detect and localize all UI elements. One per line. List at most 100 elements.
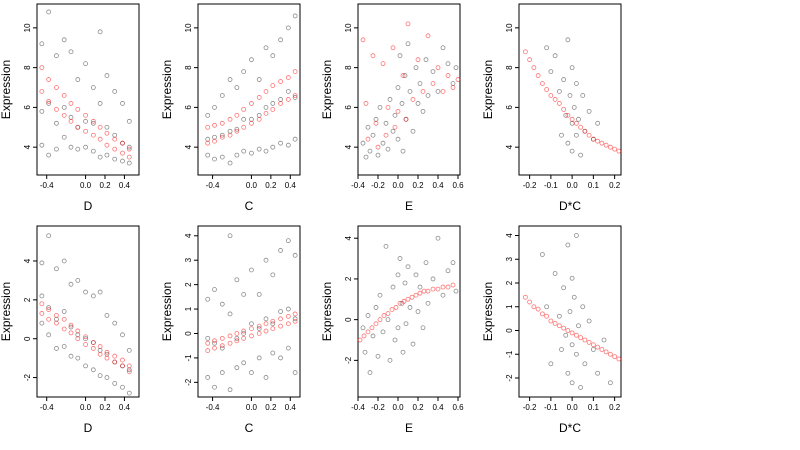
black-data-point <box>571 104 577 110</box>
black-data-point <box>61 309 67 314</box>
black-data-point <box>126 144 132 150</box>
black-data-point <box>270 272 276 278</box>
black-data-point <box>405 41 411 47</box>
red-data-point <box>90 132 96 138</box>
black-data-point <box>556 313 562 319</box>
black-data-point <box>219 370 225 375</box>
black-data-point <box>390 128 396 134</box>
red-data-point <box>590 342 596 348</box>
x-axis-title: D <box>84 199 93 213</box>
red-data-point <box>607 144 613 150</box>
black-data-point <box>365 313 371 318</box>
red-data-point <box>552 320 558 326</box>
red-data-point <box>616 148 622 154</box>
black-data-point <box>234 365 240 371</box>
black-data-point <box>578 385 584 390</box>
black-data-point <box>373 116 379 122</box>
black-data-point <box>212 104 217 110</box>
red-data-point <box>565 112 571 118</box>
black-data-point <box>75 332 81 338</box>
black-data-point <box>249 150 254 156</box>
black-data-point <box>430 69 436 75</box>
y-tick-label: -1 <box>184 354 193 362</box>
black-data-point <box>590 347 596 352</box>
plot-frame <box>518 225 622 398</box>
x-axis-title: C <box>245 421 254 435</box>
black-data-point <box>39 142 45 148</box>
black-data-point <box>263 375 269 380</box>
black-data-point <box>120 332 125 338</box>
black-data-point <box>573 233 579 238</box>
black-data-point <box>61 134 67 140</box>
black-data-point <box>400 349 406 355</box>
black-data-point <box>285 25 291 31</box>
black-data-point <box>97 373 103 379</box>
black-data-point <box>569 65 575 71</box>
y-tick-label: 8 <box>505 65 514 70</box>
red-data-point <box>270 318 276 324</box>
red-data-point <box>586 339 592 345</box>
red-data-point <box>578 335 584 341</box>
black-data-point <box>227 233 233 239</box>
red-data-point <box>39 65 45 71</box>
red-data-point <box>417 290 423 296</box>
red-data-point <box>292 311 298 317</box>
plot-frame <box>36 225 140 398</box>
x-axis-title: C <box>245 199 254 213</box>
black-data-point <box>83 118 88 124</box>
black-data-point <box>234 277 240 283</box>
black-data-point <box>75 77 81 82</box>
black-data-point <box>249 370 254 375</box>
y-axis-title: Expression <box>0 282 13 341</box>
red-data-point <box>578 124 584 130</box>
red-data-point <box>561 106 567 112</box>
black-data-point <box>395 272 401 278</box>
black-data-point <box>46 332 52 338</box>
black-data-point <box>399 101 405 106</box>
y-tick-label: 6 <box>184 105 193 110</box>
black-data-point <box>367 370 373 375</box>
red-data-point <box>112 146 118 152</box>
red-data-point <box>607 351 613 357</box>
black-data-point <box>278 140 283 146</box>
black-data-point <box>595 120 601 126</box>
black-data-point <box>83 289 88 295</box>
chart-panel-6: -0.4 0.0 0.2 0.4 -2 -1 0 1 2 3 4 C Expression <box>160 225 301 435</box>
black-data-point <box>126 347 132 353</box>
red-data-point <box>90 346 96 351</box>
black-data-point <box>413 65 419 71</box>
black-data-point <box>120 158 125 164</box>
x-tick-label: 0.2 <box>412 403 424 412</box>
black-data-point <box>285 238 291 244</box>
black-data-point <box>395 136 401 142</box>
red-data-point <box>430 81 436 86</box>
red-data-point <box>603 142 609 148</box>
x-tick-label: -0.2 <box>371 181 385 190</box>
chart-panel-5: -0.4 0.0 0.2 0.4 -2 0 2 4 D Expression <box>0 225 140 435</box>
black-data-point <box>440 45 446 51</box>
black-data-point <box>559 347 564 352</box>
red-data-point <box>234 128 240 134</box>
black-data-point <box>430 276 436 282</box>
y-tick-label: 8 <box>184 65 193 70</box>
y-tick-label: 4 <box>23 258 32 263</box>
black-data-point <box>104 152 110 158</box>
y-tick-label: -2 <box>344 356 353 364</box>
black-data-point <box>126 118 132 124</box>
black-data-point <box>556 89 562 94</box>
black-data-point <box>61 344 67 349</box>
black-data-point <box>54 266 59 272</box>
black-data-point <box>410 128 416 134</box>
red-data-point <box>544 87 550 92</box>
x-tick-label: 0.2 <box>412 181 424 190</box>
red-data-point <box>285 75 291 80</box>
black-data-point <box>46 233 52 239</box>
red-data-point <box>205 124 211 130</box>
red-data-point <box>249 333 254 339</box>
black-data-point <box>440 292 446 298</box>
x-tick-label: 0.6 <box>452 181 464 190</box>
red-data-point <box>270 326 276 332</box>
black-data-point <box>375 152 381 158</box>
red-data-point <box>256 95 262 100</box>
red-data-point <box>112 353 118 359</box>
